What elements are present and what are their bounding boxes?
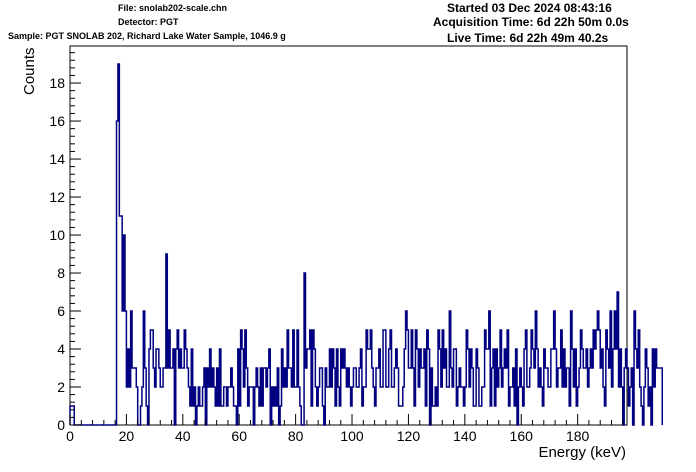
x-tick-label: 60 [231,428,247,444]
detector-label: Detector: PGT [118,17,179,27]
y-tick-label: 6 [57,303,65,319]
x-tick-label: 140 [453,428,477,444]
y-tick-label: 12 [49,189,65,205]
y-tick-label: 0 [57,417,65,433]
started-label: Started 03 Dec 2024 08:43:16 [447,1,612,15]
histogram-line [69,63,663,426]
x-tick-label: 160 [510,428,534,444]
x-tick-label: 0 [66,428,74,444]
x-tick-label: 100 [340,428,364,444]
y-tick-label: 8 [57,265,65,281]
y-axis-title: Counts [21,47,38,95]
y-tick-label: 14 [49,151,65,167]
sample-label: Sample: PGT SNOLAB 202, Richard Lake Wat… [8,31,286,41]
x-tick-label: 80 [288,428,304,444]
x-tick-label: 20 [119,428,135,444]
x-tick-label: 120 [397,428,421,444]
x-tick-label: 180 [566,428,590,444]
y-tick-label: 2 [57,379,65,395]
y-tick-label: 10 [49,227,65,243]
x-axis: 0 20 40 60 80 100 120 140 160 180 [66,414,624,444]
x-axis-title: Energy (keV) [538,444,626,461]
acquisition-time-label: Acquisition Time: 6d 22h 50m 0.0s [433,15,629,29]
y-tick-label: 16 [49,113,65,129]
x-tick-label: 40 [175,428,191,444]
live-time-label: Live Time: 6d 22h 49m 40.2s [447,31,609,45]
y-axis: 0 2 4 6 8 10 12 14 16 18 [49,52,81,433]
file-label: File: snolab202-scale.chn [118,3,228,13]
y-tick-label: 4 [57,341,65,357]
y-tick-label: 18 [49,75,65,91]
